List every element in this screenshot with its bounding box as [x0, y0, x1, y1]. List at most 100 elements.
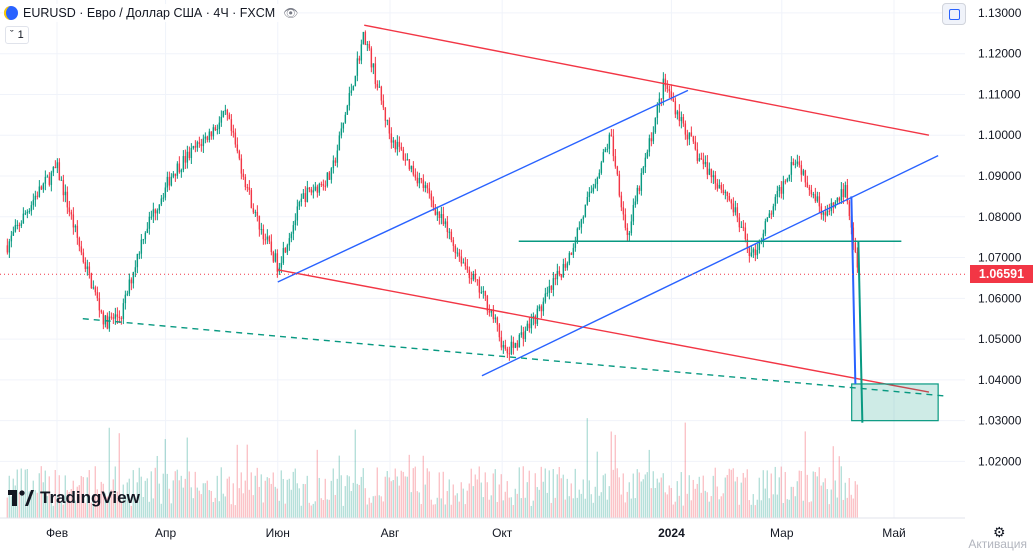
volume-bar [380, 496, 382, 518]
volume-bar [252, 495, 254, 518]
volume-bar [806, 474, 808, 518]
price-tick-label: 1.08000 [978, 210, 1022, 224]
candle-body [352, 86, 355, 91]
volume-bar [238, 488, 240, 518]
symbol-header[interactable]: EURUSD · Евро / Доллар США · 4Ч · FXCM 👁 [4, 4, 299, 22]
volume-bar [502, 500, 504, 518]
candle-body [404, 159, 407, 161]
settings-gear-icon[interactable]: ⚙ [993, 524, 1006, 540]
candle-body [274, 253, 277, 262]
volume-bar [496, 501, 498, 518]
candle-body [612, 136, 615, 157]
volume-bar [110, 489, 112, 518]
volume-bar [280, 470, 282, 518]
volume-bar [26, 469, 28, 518]
candle-body [654, 117, 657, 133]
candle-body [788, 174, 791, 179]
volume-bar [676, 481, 678, 518]
volume-bar [352, 482, 354, 518]
volume-bar [152, 498, 154, 518]
volume-bar [686, 493, 688, 518]
volume-bar [74, 500, 76, 518]
candle-body [172, 173, 175, 177]
candle-body [292, 225, 295, 234]
volume-bar [636, 469, 638, 518]
candle-body [710, 168, 713, 178]
volume-bar [394, 468, 396, 518]
volume-bar [300, 505, 302, 518]
screenshot-button[interactable] [942, 3, 966, 25]
eye-icon[interactable]: 👁 [283, 6, 299, 20]
candle-body [496, 317, 499, 325]
volume-bar [746, 469, 748, 518]
volume-bar [422, 455, 424, 518]
volume-bar [208, 490, 210, 518]
candle-body [170, 176, 173, 186]
candle-body [580, 219, 583, 228]
volume-bar [44, 470, 46, 518]
candle-body [88, 266, 91, 274]
candle-body [700, 158, 703, 160]
candle-body [588, 192, 591, 197]
candle-body [836, 197, 839, 203]
interval-selector[interactable]: ˇ 1 [5, 26, 29, 44]
volume-bar [826, 489, 828, 518]
volume-bar [360, 476, 362, 518]
volume-bar [740, 482, 742, 518]
volume-bar [666, 494, 668, 518]
volume-bar [614, 434, 616, 518]
volume-bar [724, 477, 726, 518]
volume-bar [324, 478, 326, 518]
volume-bar [642, 479, 644, 518]
candle-body [852, 227, 855, 243]
volume-bar [362, 468, 364, 518]
volume-bar [516, 493, 518, 518]
candle-body [140, 239, 143, 254]
volume-bar [190, 487, 192, 518]
volume-bar [126, 482, 128, 518]
volume-bar [298, 488, 300, 518]
volume-bar [762, 470, 764, 518]
volume-bar [596, 451, 598, 518]
candle-body [846, 185, 849, 202]
candle-body [430, 193, 433, 201]
candle-body [618, 174, 621, 196]
candle-body [142, 239, 145, 241]
candle-body [104, 315, 107, 325]
volume-bar [92, 500, 94, 518]
volume-bar [378, 495, 380, 518]
volume-bar [842, 499, 844, 518]
candle-body [392, 140, 395, 143]
volume-bar [544, 468, 546, 518]
volume-bar [856, 484, 858, 518]
volume-bar [648, 449, 650, 518]
volume-bar [416, 491, 418, 518]
volume-bar [304, 484, 306, 518]
candle-body [38, 186, 41, 197]
candle-body [298, 201, 301, 207]
candle-body [796, 161, 799, 164]
volume-bar [430, 499, 432, 518]
volume-bar [458, 501, 460, 518]
volume-bar [568, 496, 570, 518]
candle-body [92, 287, 95, 289]
candle-body [420, 177, 423, 180]
volume-bar [396, 476, 398, 518]
candle-body [30, 205, 33, 212]
volume-bar [116, 491, 118, 518]
volume-bar [780, 466, 782, 518]
volume-bar [506, 481, 508, 518]
volume-bar [182, 487, 184, 518]
candle-body [12, 231, 15, 236]
candle-body [398, 141, 401, 147]
volume-bar [570, 483, 572, 518]
volume-bar [86, 477, 88, 518]
candle-body [406, 159, 409, 161]
candle-body [848, 201, 851, 217]
volume-bar [616, 468, 618, 518]
volume-bar [628, 482, 630, 518]
volume-bar [830, 489, 832, 518]
volume-bar [106, 496, 108, 518]
tradingview-logo[interactable]: TradingView [8, 488, 140, 508]
